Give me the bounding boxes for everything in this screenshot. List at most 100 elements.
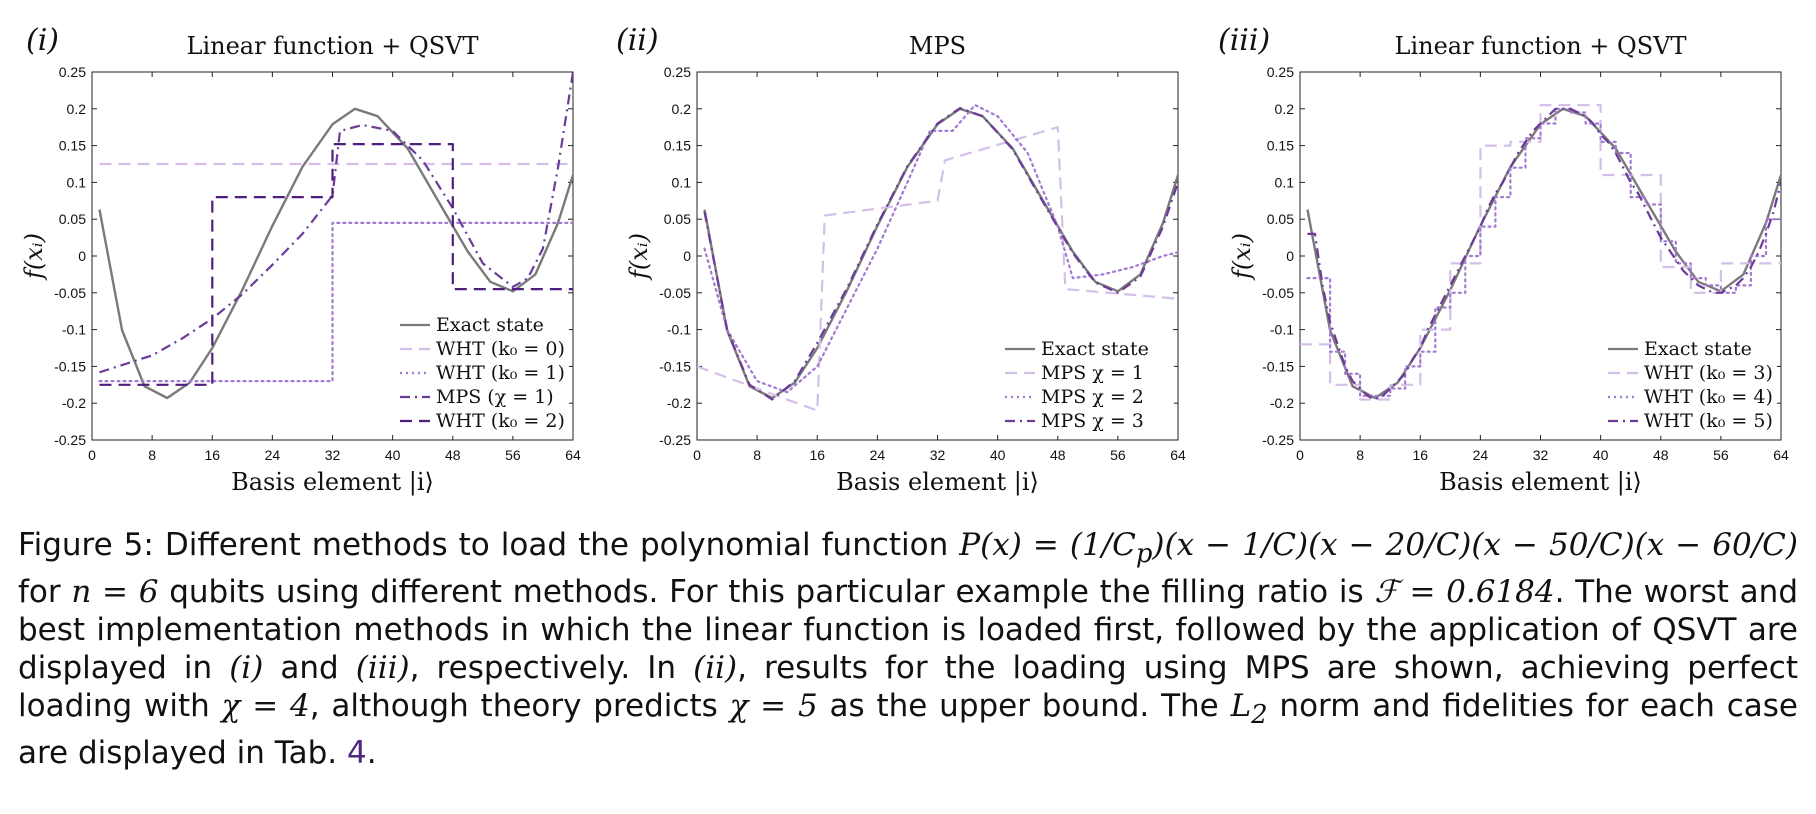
series-line bbox=[1307, 107, 1781, 401]
x-axis-label: Basis element |i⟩ bbox=[1439, 468, 1642, 497]
x-tick-label: 56 bbox=[1713, 447, 1729, 463]
legend-entry: Exact state bbox=[1644, 338, 1752, 360]
y-tick-label: -0.2 bbox=[62, 395, 86, 411]
caption-math: (iii) bbox=[355, 650, 410, 687]
caption-text: norm and fidelities for each case are di… bbox=[18, 688, 1798, 772]
legend-background bbox=[394, 310, 569, 436]
caption-text: qubits using different methods. For this… bbox=[158, 574, 1375, 611]
x-tick-label: 48 bbox=[1653, 447, 1669, 463]
x-tick-label: 40 bbox=[385, 447, 401, 463]
x-axis-label: Basis element |i⟩ bbox=[836, 468, 1039, 497]
legend-entry: WHT (k₀ = 1) bbox=[436, 362, 565, 384]
chart-panel-1: (i) Linear function + QSVT 0 8 16 24 32 40 48 56 6… bbox=[20, 23, 581, 497]
x-tick-label: 64 bbox=[565, 447, 581, 463]
caption-math-subscript: p bbox=[1135, 539, 1153, 570]
x-tick-label: 40 bbox=[990, 447, 1006, 463]
x-tick-label: 40 bbox=[1593, 447, 1609, 463]
y-tick-label: 0.05 bbox=[664, 211, 691, 227]
y-tick-label: 0.1 bbox=[1275, 174, 1295, 190]
chart-title: Linear function + QSVT bbox=[187, 32, 479, 60]
y-tick-label: 0.2 bbox=[1275, 101, 1295, 117]
chart-title: MPS bbox=[909, 32, 966, 60]
x-tick-label: 16 bbox=[204, 447, 220, 463]
table-reference-link[interactable]: 4 bbox=[346, 735, 367, 772]
legend-background bbox=[1602, 334, 1777, 436]
y-axis-label: f(xᵢ) bbox=[20, 233, 48, 281]
series-line bbox=[98, 107, 573, 400]
x-tick-label: 24 bbox=[870, 447, 886, 463]
legend-background bbox=[999, 334, 1174, 436]
x-tick-label: 24 bbox=[1473, 447, 1489, 463]
chart-panel-3: (iii) Linear function + QSVT 0 8 16 24 32 40 48 5… bbox=[1218, 23, 1789, 497]
y-tick-label: 0.15 bbox=[1267, 138, 1294, 154]
x-tick-label: 64 bbox=[1170, 447, 1186, 463]
figure-caption: Figure 5: Different methods to load the … bbox=[18, 526, 1798, 772]
caption-math-subscript: 2 bbox=[1251, 700, 1268, 731]
y-tick-label: -0.05 bbox=[659, 285, 691, 301]
x-tick-label: 32 bbox=[1533, 447, 1549, 463]
caption-text: Figure 5: Different methods to load the … bbox=[18, 527, 960, 563]
series-line bbox=[703, 103, 1178, 394]
series-line bbox=[1306, 107, 1781, 397]
x-tick-label: 24 bbox=[265, 447, 281, 463]
legend-entry: MPS χ = 2 bbox=[1041, 386, 1144, 408]
y-tick-label: -0.1 bbox=[62, 322, 86, 338]
y-tick-label: 0.2 bbox=[67, 101, 87, 117]
y-tick-label: -0.05 bbox=[54, 285, 86, 301]
y-tick-label: -0.15 bbox=[54, 358, 86, 374]
x-tick-label: 56 bbox=[1110, 447, 1126, 463]
caption-math: ℱ = 0.6184 bbox=[1374, 574, 1555, 611]
caption-text: and bbox=[263, 650, 356, 687]
y-tick-label: 0.2 bbox=[672, 101, 692, 117]
y-tick-label: 0.1 bbox=[672, 174, 692, 190]
x-tick-label: 48 bbox=[1050, 447, 1066, 463]
caption-text: , although theory predicts bbox=[309, 688, 730, 725]
legend-entry: WHT (k₀ = 5) bbox=[1644, 410, 1773, 432]
y-tick-label: -0.25 bbox=[1262, 432, 1294, 448]
y-tick-label: 0 bbox=[78, 248, 86, 264]
y-tick-label: 0.05 bbox=[59, 211, 86, 227]
caption-text: for bbox=[18, 574, 72, 611]
caption-math: χ = 4 bbox=[221, 688, 310, 725]
series-line bbox=[703, 106, 1178, 401]
y-axis-label: f(xᵢ) bbox=[625, 233, 653, 281]
y-tick-label: -0.15 bbox=[1262, 358, 1294, 374]
legend-entry: MPS (χ = 1) bbox=[436, 386, 554, 408]
y-tick-label: 0.15 bbox=[59, 138, 86, 154]
panel-label: (ii) bbox=[616, 23, 659, 58]
y-tick-label: 0 bbox=[683, 248, 691, 264]
y-tick-label: 0.1 bbox=[67, 174, 87, 190]
y-tick-label: -0.2 bbox=[667, 395, 691, 411]
caption-text: , results for the loading using MPS are … bbox=[18, 650, 1798, 725]
legend-entry: MPS χ = 1 bbox=[1041, 362, 1144, 384]
panel-label: (i) bbox=[26, 23, 59, 58]
caption-text: . bbox=[366, 735, 377, 772]
chart-panel-2: (ii) MPS 0 8 16 24 32 40 48 56 64 0.25 0.2 0.15 0.1 0.0… bbox=[616, 23, 1186, 497]
x-tick-label: 48 bbox=[445, 447, 461, 463]
series-group bbox=[1300, 103, 1781, 401]
chart-title: Linear function + QSVT bbox=[1395, 32, 1687, 60]
legend-entry: Exact state bbox=[436, 314, 544, 336]
series-group bbox=[98, 72, 573, 400]
caption-math: χ = 5 bbox=[729, 688, 818, 725]
y-tick-label: -0.2 bbox=[1270, 395, 1294, 411]
caption-math: (i) bbox=[229, 650, 264, 687]
y-tick-label: -0.15 bbox=[659, 358, 691, 374]
x-tick-label: 0 bbox=[693, 447, 701, 463]
panel-label: (iii) bbox=[1218, 23, 1270, 58]
caption-math: n = 6 bbox=[71, 574, 159, 611]
series-line bbox=[99, 143, 573, 386]
caption-text: . The worst and best implementation meth… bbox=[18, 574, 1798, 687]
caption-math: )(x − 1/C)(x − 20/C)(x − 50/C)(x − 60/C) bbox=[1152, 527, 1798, 563]
legend-entry: Exact state bbox=[1041, 338, 1149, 360]
legend-entry: MPS χ = 3 bbox=[1041, 410, 1144, 432]
y-tick-label: -0.1 bbox=[667, 322, 691, 338]
legend-entry: WHT (k₀ = 4) bbox=[1644, 386, 1773, 408]
y-tick-label: 0.05 bbox=[1267, 211, 1294, 227]
y-tick-label: -0.1 bbox=[1270, 322, 1294, 338]
caption-text: as the upper bound. The bbox=[817, 688, 1231, 725]
x-tick-label: 8 bbox=[753, 447, 761, 463]
